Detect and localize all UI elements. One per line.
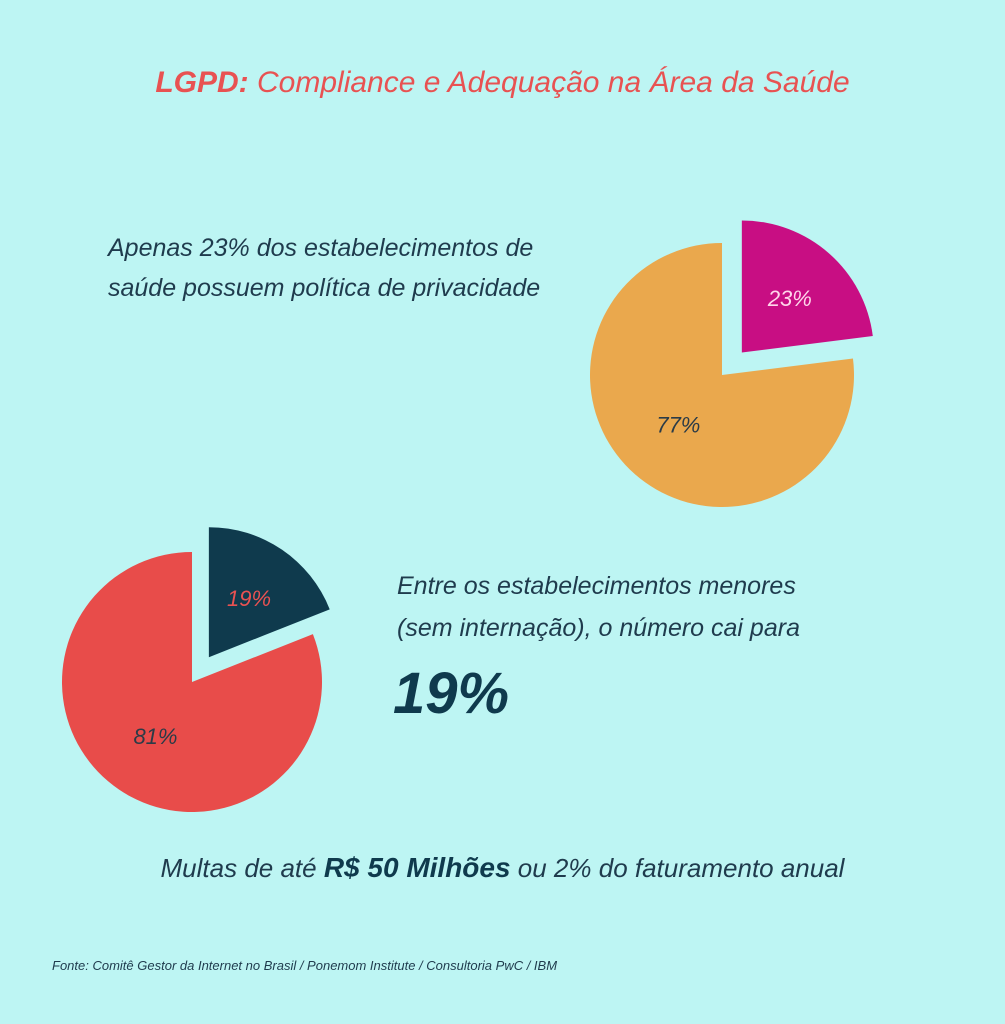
fines-suffix: ou 2% do faturamento anual [510,853,845,883]
pie2-slice-1 [62,552,323,812]
pie-chart-smaller-establishments: 19% 81% [62,527,330,812]
pie2-label-1: 81% [133,724,177,749]
statement-privacy-policy: Apenas 23% dos estabelecimentos de saúde… [108,228,608,308]
page-title: LGPD: Compliance e Adequação na Área da … [0,66,1005,100]
pie-chart-privacy-policy: 23% 77% [590,220,873,508]
pie2-slice-0 [208,527,330,658]
pie1-slice-1 [590,243,854,508]
statement1-line1: Apenas 23% dos estabelecimentos de [108,234,534,262]
pie2-label-0: 19% [227,586,271,611]
statement2-line1: Entre os estabelecimentos menores [397,572,796,600]
pie1-label-0: 23% [767,286,812,311]
statement-smaller-establishments: Entre os estabelecimentos menores (sem i… [397,565,917,649]
title-rest: Compliance e Adequação na Área da Saúde [248,66,850,99]
statement2-line2: (sem internação), o número cai para [397,614,800,642]
fines-statement: Multas de até R$ 50 Milhões ou 2% do fat… [0,852,1005,884]
source-note: Fonte: Comitê Gestor da Internet no Bras… [52,958,558,973]
pie1-slice-0 [741,220,873,353]
title-strong: LGPD: [155,66,249,99]
pie1-label-1: 77% [656,413,700,438]
fines-prefix: Multas de até [160,853,324,883]
fines-amount: R$ 50 Milhões [323,852,511,883]
statement1-line2: saúde possuem política de privacidade [108,274,541,302]
highlight-percentage: 19% [393,661,510,726]
